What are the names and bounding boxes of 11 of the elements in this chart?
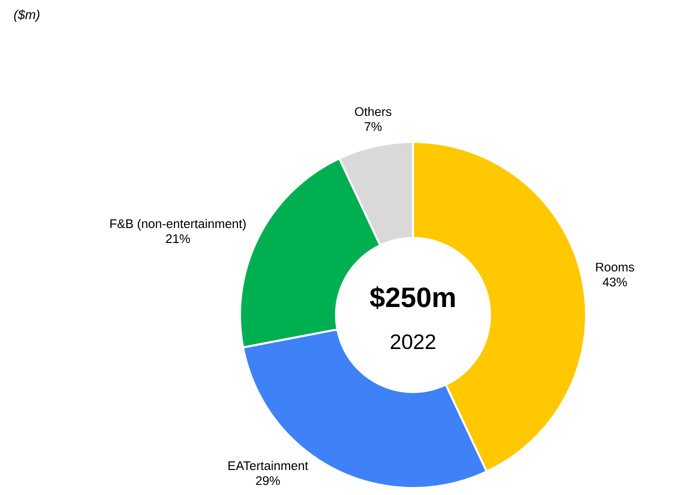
text: 2022 (390, 334, 436, 350)
slice-label: F&B (non-entertainment) (110, 218, 246, 231)
data-label: 7% (364, 122, 382, 131)
text: $250m (370, 286, 455, 310)
data-label: 29% (256, 476, 280, 486)
data-label: 43% (602, 278, 627, 286)
slice-label: Others (355, 106, 392, 116)
slice-label: EATertainment (228, 460, 308, 470)
data-label: 21% (166, 234, 190, 244)
text: ($m) (14, 9, 40, 22)
slice-label: Rooms (596, 262, 634, 272)
